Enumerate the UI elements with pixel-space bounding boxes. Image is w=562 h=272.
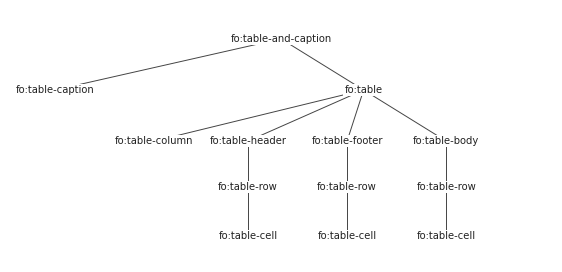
Text: fo:table-column: fo:table-column: [115, 136, 193, 146]
Text: fo:table-and-caption: fo:table-and-caption: [230, 34, 332, 44]
Text: fo:table-footer: fo:table-footer: [311, 136, 383, 146]
Text: fo:table-cell: fo:table-cell: [318, 231, 377, 241]
Text: fo:table-header: fo:table-header: [210, 136, 287, 146]
Text: fo:table-body: fo:table-body: [413, 136, 479, 146]
Text: fo:table-row: fo:table-row: [218, 182, 278, 192]
Text: fo:table-row: fo:table-row: [317, 182, 377, 192]
Text: fo:table-caption: fo:table-caption: [16, 85, 94, 95]
Text: fo:table-row: fo:table-row: [416, 182, 476, 192]
Text: fo:table-cell: fo:table-cell: [219, 231, 278, 241]
Text: fo:table: fo:table: [345, 85, 383, 95]
Text: fo:table-cell: fo:table-cell: [416, 231, 476, 241]
